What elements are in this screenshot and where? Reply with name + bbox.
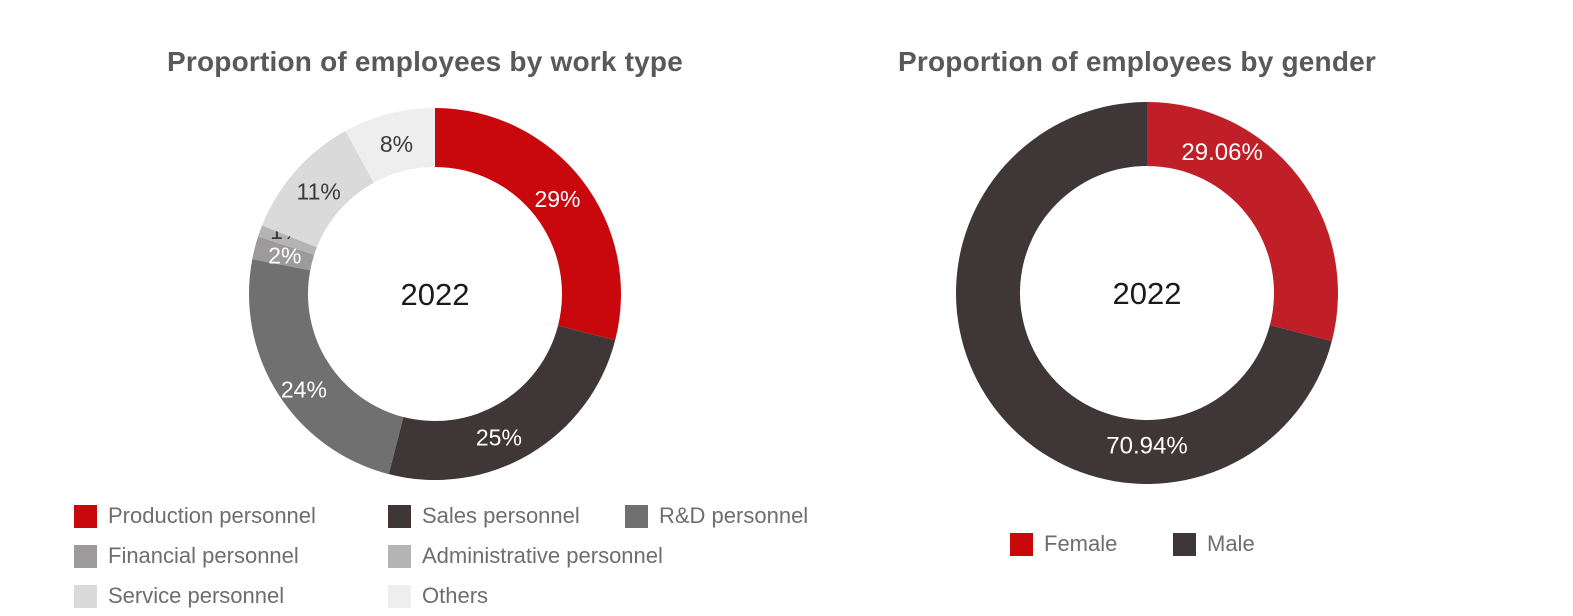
legend-row: Financial personnel Administrative person… (74, 536, 855, 576)
slice-value-label-sales-personnel: 25% (476, 424, 522, 450)
work-type-donut-chart: 29%25%24%2%1%11%8%2022 (247, 106, 623, 487)
gender-chart-title: Proportion of employees by gender (897, 46, 1377, 77)
donut-svg: 29.06% 70.94% 2022 (956, 102, 1339, 485)
legend-label-production-personnel: Production personnel (108, 503, 316, 528)
donut-slice-female (1147, 102, 1339, 342)
legend-item-administrative-personnel: Administrative personnel (388, 543, 663, 569)
legend-label-financial-personnel: Financial personnel (108, 543, 299, 568)
slice-value-label-production-personnel: 29% (534, 186, 580, 212)
donut-slice-production-personnel (435, 108, 622, 341)
donut-slice-financial-personnel (252, 236, 315, 271)
legend-label-others: Others (422, 583, 489, 608)
legend-item-service-personnel: Service personnel (74, 583, 388, 609)
legend-swatch-service-personnel (74, 584, 97, 608)
legend-item-male: Male (1173, 531, 1303, 557)
donut-svg: 29%25%24%2%1%11%8%2022 (248, 108, 622, 481)
legend-label-male: Male (1207, 531, 1255, 556)
legend-row: Service personnel Others (74, 576, 855, 616)
legend-item-financial-personnel: Financial personnel (74, 543, 388, 569)
slice-value-label-male: 70.94% (1106, 432, 1187, 459)
work-type-chart-title: Proportion of employees by work type (167, 46, 683, 77)
legend-swatch-administrative-personnel (388, 544, 411, 568)
slice-value-label-female: 29.06% (1181, 139, 1262, 166)
work-type-legend: Production personnel Sales personnel R&D p… (74, 496, 855, 616)
donut-slice-r-d-personnel (248, 259, 404, 475)
slice-value-label-others: 8% (380, 131, 413, 157)
legend-item-sales-personnel: Sales personnel (388, 503, 625, 529)
donut-slice-service-personnel (262, 131, 374, 248)
legend-swatch-financial-personnel (74, 544, 97, 568)
legend-label-service-personnel: Service personnel (108, 583, 285, 608)
legend-label-r-d-personnel: R&D personnel (659, 503, 809, 528)
legend-item-r-d-personnel: R&D personnel (625, 503, 855, 529)
donut-slice-administrative-personnel (258, 225, 317, 255)
legend-label-administrative-personnel: Administrative personnel (422, 543, 663, 568)
legend-label-female: Female (1044, 531, 1118, 556)
legend-row: Female Male (1010, 530, 1303, 558)
legend-label-sales-personnel: Sales personnel (422, 503, 580, 528)
legend-swatch-sales-personnel (388, 504, 411, 528)
legend-item-production-personnel: Production personnel (74, 503, 388, 529)
legend-swatch-production-personnel (74, 504, 97, 528)
donut-slice-sales-personnel (388, 325, 616, 481)
slice-value-label-r-d-personnel: 24% (281, 376, 327, 402)
slice-value-label-service-personnel: 11% (297, 179, 341, 205)
chart-center-year: 2022 (401, 277, 470, 312)
gender-donut-chart: 29.06% 70.94% 2022 (954, 100, 1340, 491)
legend-row: Production personnel Sales personnel R&D p… (74, 496, 855, 536)
legend-swatch-male (1173, 532, 1196, 556)
legend-swatch-r-d-personnel (625, 504, 648, 528)
legend-item-others: Others (388, 583, 625, 609)
gender-legend: Female Male (1010, 530, 1303, 558)
chart-center-year: 2022 (1113, 276, 1182, 311)
legend-swatch-female (1010, 532, 1033, 556)
donut-slice-male (956, 102, 1332, 485)
donut-slice-others (345, 108, 435, 183)
legend-item-female: Female (1010, 531, 1173, 557)
legend-swatch-others (388, 584, 411, 608)
